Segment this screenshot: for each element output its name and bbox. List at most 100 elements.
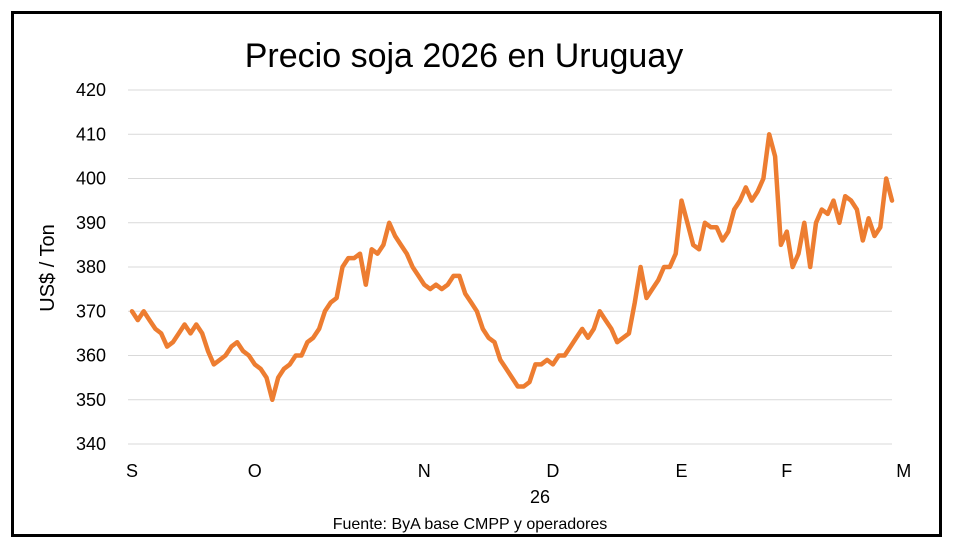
data-point (855, 208, 859, 211)
data-point (177, 331, 181, 335)
data-point (580, 327, 584, 331)
data-point (259, 367, 263, 371)
data-point (574, 336, 578, 340)
data-point (837, 221, 841, 225)
data-point (463, 292, 467, 296)
data-point (551, 362, 555, 366)
data-point (832, 199, 835, 203)
data-point (528, 380, 531, 384)
data-point (235, 340, 239, 344)
data-point (709, 225, 713, 229)
data-point (247, 354, 251, 357)
data-point (469, 300, 473, 304)
data-point (457, 274, 461, 278)
data-point (171, 340, 175, 344)
data-point (586, 336, 590, 340)
data-point (475, 309, 479, 313)
data-point (148, 318, 151, 322)
data-point (557, 354, 561, 357)
data-point (533, 362, 537, 366)
data-point (323, 309, 327, 313)
data-point (756, 190, 759, 194)
data-point (627, 331, 631, 335)
y-tick-label: 400 (76, 169, 106, 189)
data-point (440, 287, 444, 291)
data-point (738, 199, 742, 203)
data-point (153, 327, 157, 331)
data-point (370, 247, 374, 251)
data-point (721, 239, 724, 242)
data-point (545, 358, 549, 362)
data-point (130, 309, 134, 313)
data-point (843, 194, 847, 198)
data-point (206, 349, 210, 353)
data-point (189, 331, 192, 335)
data-point (732, 208, 736, 211)
data-point (428, 287, 432, 291)
y-tick-label: 370 (76, 301, 106, 321)
data-point (814, 221, 818, 225)
data-point (750, 199, 754, 203)
data-point (498, 358, 502, 362)
data-point (317, 327, 321, 331)
data-point (364, 283, 368, 287)
data-point (294, 354, 298, 357)
data-point (300, 354, 303, 357)
data-point (726, 230, 730, 234)
data-point (305, 340, 309, 344)
data-point (802, 221, 806, 225)
data-point (399, 243, 403, 247)
x-month-label-o: O (248, 461, 262, 481)
data-point (680, 199, 683, 203)
data-point (884, 177, 888, 180)
data-point (276, 376, 280, 380)
x-month-label-m: M (896, 461, 911, 481)
data-point (194, 323, 198, 326)
data-point (785, 230, 789, 234)
data-point (393, 234, 397, 238)
data-point (411, 265, 415, 269)
chart-title: Precio soja 2026 en Uruguay (245, 37, 684, 75)
data-point (358, 252, 362, 256)
data-point (481, 327, 485, 331)
data-point (826, 212, 830, 216)
data-point (598, 309, 602, 313)
data-point (159, 331, 163, 335)
x-month-label-s: S (126, 461, 138, 481)
data-point (288, 362, 292, 366)
data-point (873, 234, 876, 238)
y-tick-label: 390 (76, 213, 106, 233)
y-tick-label: 420 (76, 80, 106, 100)
data-point (767, 132, 771, 136)
data-point (592, 327, 596, 331)
data-point (861, 239, 865, 242)
data-point (808, 265, 812, 269)
data-point (335, 296, 339, 300)
chart-frame (11, 11, 942, 537)
data-point (662, 265, 666, 269)
data-point (270, 398, 274, 402)
data-point (241, 349, 245, 353)
data-point (311, 336, 315, 340)
x-axis-year-label: 26 (530, 487, 550, 507)
data-point (417, 274, 420, 278)
data-point (668, 265, 672, 269)
data-point (183, 323, 187, 326)
data-point (820, 208, 824, 211)
data-point (452, 274, 455, 278)
series-layer (129, 132, 895, 403)
data-point (715, 225, 719, 229)
y-tick-label: 350 (76, 390, 106, 410)
data-point (639, 265, 643, 269)
data-point (504, 367, 508, 371)
data-point (253, 362, 257, 366)
data-point (761, 177, 765, 180)
data-point (341, 265, 344, 269)
data-point (493, 340, 496, 344)
data-point (685, 221, 689, 225)
data-point (849, 199, 853, 203)
data-point (165, 345, 169, 349)
data-point (329, 300, 333, 304)
data-point (510, 376, 514, 380)
data-point (650, 287, 654, 291)
